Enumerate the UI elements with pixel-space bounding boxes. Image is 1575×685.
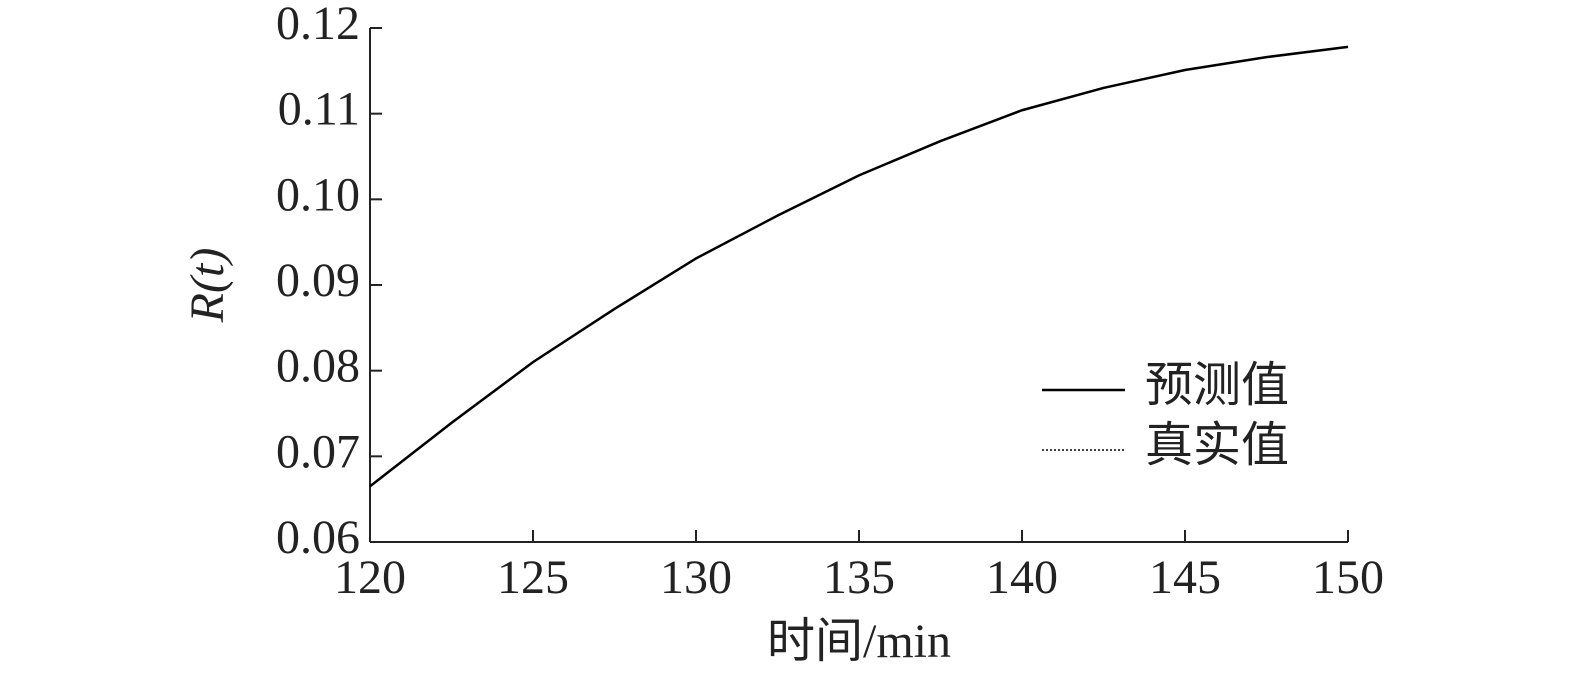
y-tick-label: 0.07: [276, 425, 360, 478]
data-line: [369, 46, 1349, 487]
x-tick-label: 135: [823, 551, 895, 604]
x-tick-label: 130: [660, 551, 732, 604]
legend-label: 真实值: [1145, 419, 1289, 472]
x-tick-label: 140: [986, 551, 1058, 604]
y-axis-label: R(t): [181, 248, 234, 324]
x-axis-label: 时间/min: [767, 615, 951, 668]
y-tick-label: 0.10: [276, 168, 360, 221]
y-tick-label: 0.09: [276, 254, 360, 307]
y-tick-label: 0.11: [278, 83, 360, 136]
x-tick-label: 145: [1149, 551, 1221, 604]
x-tick-label: 125: [497, 551, 569, 604]
y-tick-label: 0.06: [276, 511, 360, 564]
y-tick-label: 0.08: [276, 340, 360, 393]
y-tick-label: 0.12: [276, 0, 360, 50]
x-tick-label: 150: [1312, 551, 1384, 604]
legend-label: 预测值: [1145, 359, 1289, 412]
x-tick-label: 120: [334, 551, 406, 604]
